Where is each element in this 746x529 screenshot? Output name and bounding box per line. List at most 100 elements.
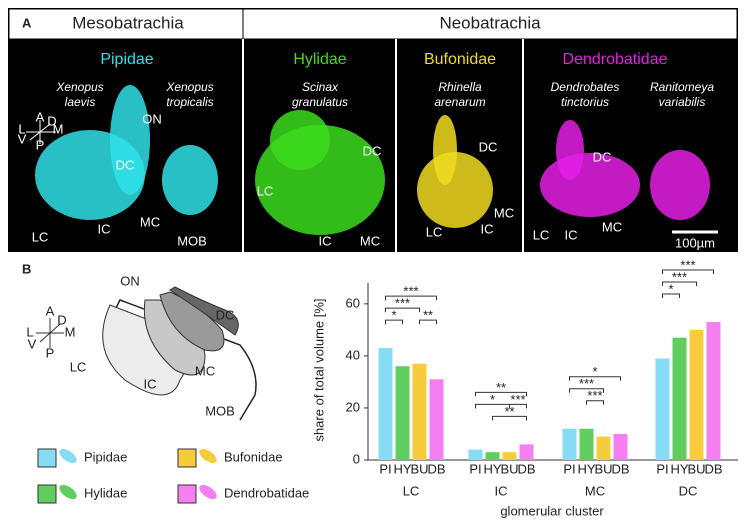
- significance-bracket: [662, 281, 697, 287]
- region-label: LC: [257, 183, 274, 198]
- legend-swatch: [37, 484, 57, 504]
- species-name: Xenopus: [165, 80, 213, 94]
- significance-label: *: [391, 308, 396, 323]
- significance-bracket: [492, 415, 527, 421]
- species-name: tinctorius: [561, 95, 609, 109]
- region-label: LC: [426, 224, 443, 239]
- region-label: MC: [360, 233, 380, 248]
- bar: [562, 428, 577, 460]
- significance-label: ***: [680, 257, 695, 272]
- bar: [655, 358, 670, 460]
- bar: [485, 452, 500, 460]
- significance-label: ***: [403, 284, 418, 299]
- y-tick-label: 40: [346, 347, 360, 362]
- significance-label: **: [423, 308, 433, 323]
- bar: [519, 444, 534, 460]
- bar-label: PI: [379, 461, 391, 476]
- compass-label: D: [57, 312, 66, 327]
- legend-label: Pipidae: [84, 449, 127, 464]
- significance-bracket: [385, 307, 420, 313]
- brain-image: [540, 153, 640, 217]
- brain-image: [162, 145, 218, 215]
- region-label: ON: [142, 111, 162, 126]
- bar: [378, 348, 393, 460]
- region-label: DC: [363, 143, 382, 158]
- family-name: Pipidae: [100, 51, 153, 68]
- bar: [468, 449, 483, 460]
- significance-bracket: [662, 269, 714, 275]
- compass-label: A: [36, 109, 45, 124]
- bar: [689, 329, 704, 460]
- legend-icon: [199, 448, 217, 464]
- compass-label: P: [36, 137, 45, 152]
- region-label: DC: [116, 157, 135, 172]
- species-name: arenarum: [434, 95, 485, 109]
- region-label: LC: [32, 229, 49, 244]
- significance-label: ***: [587, 388, 602, 403]
- species-name: Ranitomeya: [650, 80, 714, 94]
- compass-axis: [29, 123, 51, 141]
- significance-bracket: [385, 295, 437, 301]
- compass: AD L M VP: [26, 303, 75, 360]
- y-tick-label: 20: [346, 399, 360, 414]
- legend-icon: [199, 484, 217, 500]
- group-header: Neobatrachia: [439, 13, 541, 32]
- significance-bracket: [569, 376, 621, 381]
- y-tick-label: 60: [346, 295, 360, 310]
- bar: [706, 322, 721, 460]
- region-label: IC: [319, 233, 332, 248]
- significance-label: ***: [395, 296, 410, 311]
- y-tick-label: 0: [353, 451, 360, 466]
- significance-label: **: [504, 404, 514, 419]
- species-name: variabilis: [659, 95, 706, 109]
- bar-label: DB: [704, 461, 722, 476]
- brain-image: [650, 150, 710, 220]
- legend-icon: [59, 448, 77, 464]
- compass-label: M: [53, 121, 64, 136]
- schematic-label: MOB: [205, 403, 235, 418]
- significance-bracket: [509, 403, 527, 409]
- species-name: granulatus: [292, 95, 348, 109]
- bar: [395, 366, 410, 460]
- family-name: Hylidae: [293, 51, 346, 68]
- family-name: Dendrobatidae: [563, 51, 668, 68]
- significance-bracket: [475, 391, 527, 397]
- region-label: MOB: [177, 233, 207, 248]
- significance-bracket: [586, 400, 604, 405]
- bar-label: HY: [670, 461, 688, 476]
- family-name: Bufonidae: [424, 51, 496, 68]
- significance-label: **: [496, 380, 506, 395]
- schematic-label: LC: [70, 359, 87, 374]
- panel-label: A: [22, 15, 32, 30]
- significance-bracket: [569, 388, 604, 393]
- bar-label: BU: [594, 461, 612, 476]
- bar-label: HY: [577, 461, 595, 476]
- x-axis-label: glomerular cluster: [500, 503, 604, 518]
- group-header: Mesobatrachia: [72, 13, 184, 32]
- header-cell: [8, 8, 244, 40]
- compass-label: A: [46, 303, 55, 318]
- species-name: laevis: [65, 95, 96, 109]
- bar: [502, 452, 517, 460]
- schematic-label: ON: [120, 273, 140, 288]
- bar-label: DB: [517, 461, 535, 476]
- significance-label: ***: [510, 392, 525, 407]
- chart: 0 20 40 60 share of total volume [%] glomerul…: [37, 257, 738, 518]
- species-name: Rhinella: [438, 80, 482, 94]
- compass-label: P: [46, 345, 55, 360]
- compass-label: V: [28, 336, 37, 351]
- x-tick-label: IC: [495, 483, 508, 498]
- legend-swatch: [177, 448, 197, 468]
- header-cell: [242, 8, 738, 40]
- x-tick-label: LC: [403, 483, 420, 498]
- significance-label: *: [490, 392, 495, 407]
- region-label: LC: [533, 227, 550, 242]
- scale-label: 100µm: [675, 235, 715, 250]
- brain-image: [270, 110, 330, 170]
- brain-image: [110, 85, 150, 195]
- bar-label: BU: [410, 461, 428, 476]
- legend-label: Dendrobatidae: [224, 485, 309, 500]
- region-label: IC: [565, 227, 578, 242]
- significance-label: *: [668, 281, 673, 296]
- region-label: DC: [479, 139, 498, 154]
